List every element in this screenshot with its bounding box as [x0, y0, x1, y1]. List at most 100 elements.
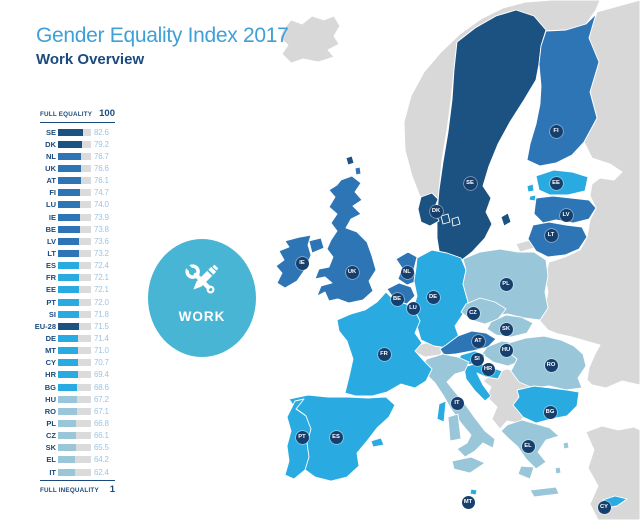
score-value: 74.0	[94, 200, 109, 210]
scale-top-rule	[40, 122, 115, 123]
bar-track	[58, 395, 91, 403]
bar-fill	[58, 164, 81, 172]
ranking-row: EE 72.1	[40, 284, 120, 296]
map-country-fi	[526, 13, 600, 167]
bar-track	[58, 468, 91, 476]
ranking-chart: FULL EQUALITY 100 SE 82.6 DK 79.2 NL 76.7 UK 76…	[35, 108, 120, 495]
ranking-row: DK 79.2	[40, 138, 120, 150]
map-island-sardinia	[447, 413, 462, 442]
map-island-shetland	[354, 166, 362, 176]
bar-fill	[58, 249, 80, 257]
country-code-label: NL	[46, 151, 56, 161]
map-country-lv	[533, 195, 597, 224]
ranking-row: CY 70.7	[40, 357, 120, 369]
score-value: 76.6	[94, 163, 109, 173]
page-title: Gender Equality Index 2017	[36, 24, 289, 47]
bar-fill	[58, 347, 79, 355]
score-value: 71.4	[94, 333, 109, 343]
bar-fill	[58, 152, 81, 160]
score-value: 70.7	[94, 358, 109, 368]
bar-track	[58, 456, 91, 464]
ranking-row: LT 73.2	[40, 247, 120, 259]
country-code-label: SE	[45, 127, 56, 137]
ranking-row: FR 72.1	[40, 272, 120, 284]
bar-fill	[58, 468, 75, 476]
bar-fill	[58, 262, 79, 270]
ranking-row: PT 72.0	[40, 296, 120, 308]
score-value: 68.6	[94, 382, 109, 392]
bar-fill	[58, 334, 79, 342]
ranking-row: LU 74.0	[40, 199, 120, 211]
map-country-se	[436, 9, 547, 268]
bar-track	[58, 322, 91, 330]
score-value: 72.1	[94, 285, 109, 295]
bar-track	[58, 347, 91, 355]
country-code-label: AT	[46, 176, 56, 186]
score-value: 67.1	[94, 406, 109, 416]
country-code-label: DE	[45, 333, 56, 343]
map-country-bg	[512, 385, 580, 424]
bar-track	[58, 225, 91, 233]
bar-track	[58, 201, 91, 209]
country-code-label: EU-28	[34, 321, 56, 331]
score-value: 76.1	[94, 176, 109, 186]
country-code-label: FI	[49, 188, 56, 198]
map-region-east-europe	[539, 0, 640, 389]
score-value: 66.1	[94, 431, 109, 441]
scale-bottom: FULL INEQUALITY 1	[40, 484, 115, 495]
map-island-gotland	[500, 212, 512, 227]
score-value: 72.1	[94, 273, 109, 283]
bar-fill	[58, 274, 79, 282]
country-code-label: PL	[46, 418, 56, 428]
ranking-row: SI 71.8	[40, 308, 120, 320]
ranking-row: CZ 66.1	[40, 430, 120, 442]
map-country-ro	[506, 335, 587, 391]
bar-track	[58, 152, 91, 160]
map-country-de	[412, 249, 469, 349]
page-subtitle: Work Overview	[36, 51, 145, 68]
bar-fill	[58, 395, 77, 403]
country-code-label: BE	[45, 224, 56, 234]
bar-track	[58, 286, 91, 294]
map-island-balearics	[370, 437, 385, 448]
bar-fill	[58, 189, 80, 197]
country-code-label: IE	[48, 212, 56, 222]
map-region-northern-ireland	[308, 237, 325, 254]
score-value: 73.2	[94, 248, 109, 258]
score-value: 67.2	[94, 394, 109, 404]
bar-track	[58, 444, 91, 452]
map-country-lt	[527, 221, 588, 258]
full-inequality-label: FULL INEQUALITY	[40, 487, 99, 495]
country-code-label: LU	[46, 200, 56, 210]
score-value: 71.0	[94, 346, 109, 356]
bar-track	[58, 407, 91, 415]
map-region-peloponnese	[517, 465, 535, 480]
ranking-row: MT 71.0	[40, 345, 120, 357]
map-island-crete	[529, 486, 560, 498]
full-inequality-value: 1	[109, 484, 115, 496]
map-country-mt	[469, 488, 478, 496]
bar-fill	[58, 383, 78, 391]
ranking-row: RO 67.1	[40, 405, 120, 417]
score-value: 74.7	[94, 188, 109, 198]
bar-track	[58, 237, 91, 245]
country-code-label: DK	[45, 139, 56, 149]
bar-fill	[58, 298, 79, 306]
map-country-ee	[535, 169, 589, 196]
ranking-row: HR 69.4	[40, 369, 120, 381]
bar-fill	[58, 310, 79, 318]
ranking-row: HU 67.2	[40, 393, 120, 405]
ranking-row: BE 73.8	[40, 223, 120, 235]
score-value: 65.5	[94, 443, 109, 453]
bar-fill	[58, 322, 79, 330]
map-island-faroe	[345, 155, 355, 166]
map-island-sicily	[451, 456, 486, 474]
score-value: 64.2	[94, 455, 109, 465]
full-equality-value: 100	[99, 108, 115, 119]
country-code-label: CY	[45, 358, 56, 368]
bar-fill	[58, 213, 80, 221]
bar-fill	[58, 237, 80, 245]
country-code-label: RO	[44, 406, 56, 416]
